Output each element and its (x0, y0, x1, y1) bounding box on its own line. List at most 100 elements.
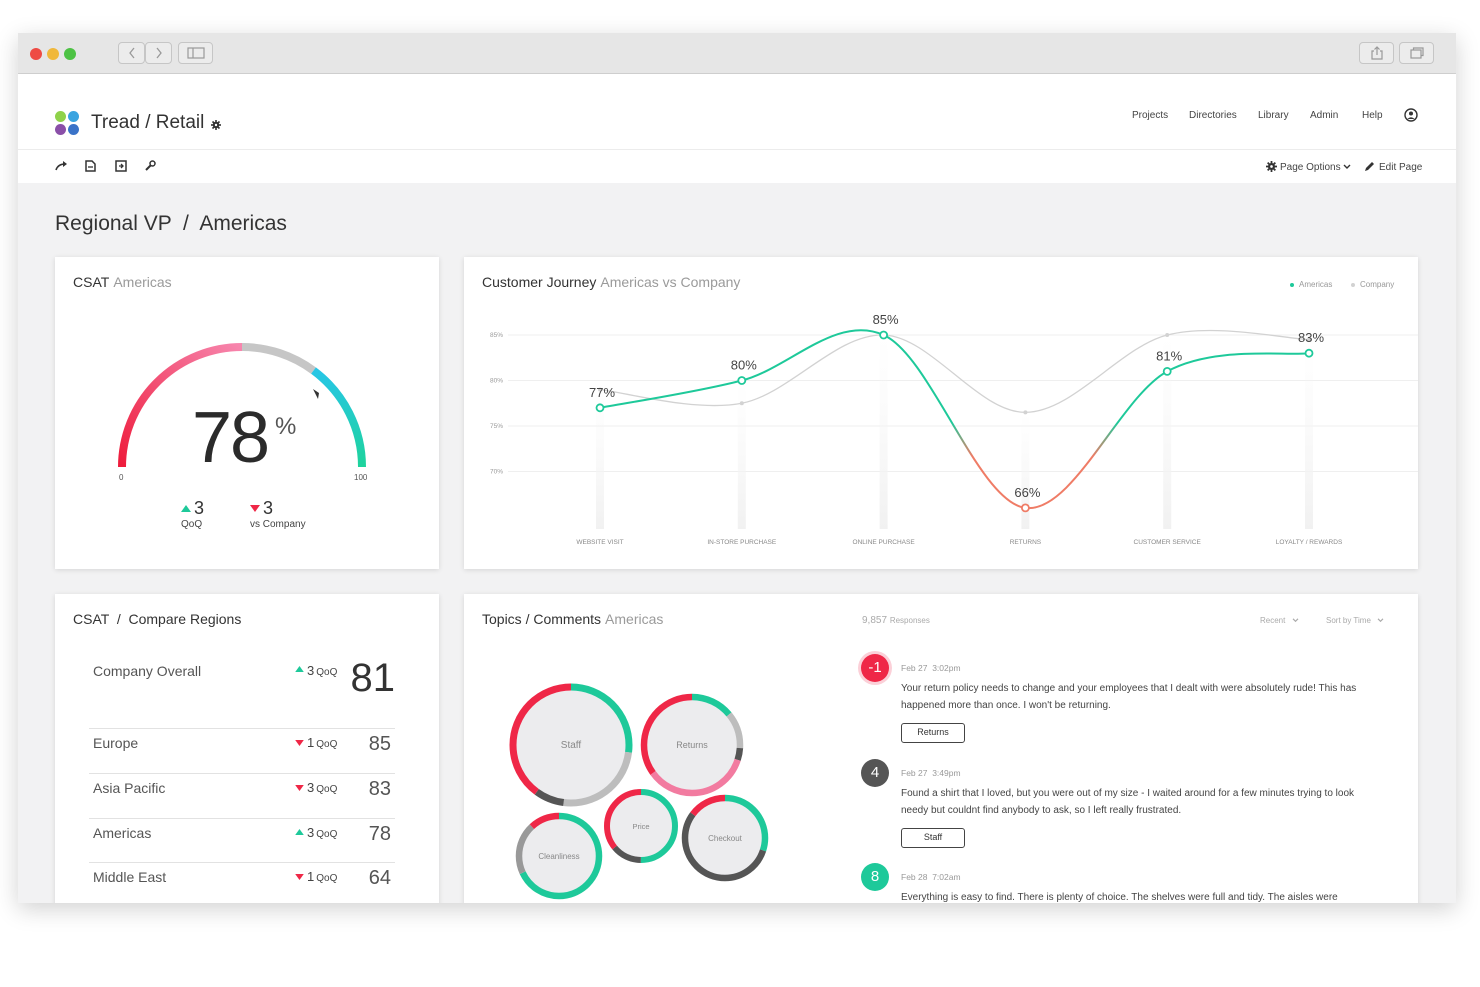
gauge-min-label: 0 (119, 473, 124, 482)
comment-score-badge: 4 (861, 759, 889, 787)
topic-bubble-cleanliness[interactable] (519, 816, 599, 896)
user-avatar-icon[interactable] (1404, 108, 1418, 122)
forward-button[interactable] (145, 42, 172, 64)
region-name-middle-east: Middle East (93, 869, 167, 885)
chevron-left-icon (128, 47, 135, 59)
legend-company: Company (1351, 280, 1394, 289)
region-delta-middle-east: 1 QoQ (307, 869, 338, 884)
region-delta-americas: 3 QoQ (307, 825, 338, 840)
americas-data-label: 85% (873, 312, 899, 327)
overall-value: 81 (350, 656, 396, 700)
comment-tag-staff-button[interactable]: Staff (901, 828, 965, 848)
region-value-asia-pacific: 83 (368, 778, 391, 800)
x-tick-label: CUSTOMER SERVICE (1134, 539, 1202, 546)
compare-regions-card: CSAT / Compare Regions Company Overall 3… (55, 594, 439, 903)
x-tick-label: IN-STORE PURCHASE (707, 539, 777, 546)
tools-icon[interactable] (144, 160, 156, 172)
company-point (1165, 333, 1170, 337)
topic-bubble-label: Checkout (708, 834, 743, 843)
company-point (1307, 337, 1311, 342)
category-column (737, 380, 746, 529)
topic-ring-segment (604, 789, 678, 863)
americas-data-label: 81% (1156, 348, 1182, 363)
back-button[interactable] (118, 42, 145, 64)
overall-delta: 3 QoQ (307, 663, 338, 678)
comment-text: Found a shirt that I loved, but you were… (901, 788, 1355, 816)
americas-point (595, 403, 605, 413)
csat-unit: % (275, 413, 297, 440)
americas-point (1162, 367, 1172, 376)
comment-date: Feb 28 7:02am (901, 872, 961, 882)
region-delta-asia-pacific: 3 QoQ (307, 780, 338, 795)
nav-directories[interactable]: Directories (1189, 110, 1237, 121)
y-tick-label: 75% (490, 423, 503, 430)
sort-by-time-filter[interactable]: Sort by Time (1326, 616, 1384, 625)
tabs-icon (1409, 47, 1424, 59)
comment-score-badge: 8 (861, 863, 889, 891)
topic-bubble-checkout[interactable] (685, 798, 765, 878)
brand-title[interactable]: Tread / Retail (91, 112, 205, 133)
app-header: Tread / Retail Projects Directories Libr… (18, 74, 1456, 149)
comment-text: Everything is easy to find. There is ple… (901, 892, 1338, 903)
recent-filter[interactable]: Recent (1260, 616, 1299, 625)
nav-projects[interactable]: Projects (1132, 110, 1169, 121)
title-bar (18, 33, 1456, 74)
page-options-button[interactable]: Page Options (1280, 162, 1341, 173)
company-series-line (599, 329, 1310, 414)
close-window-button[interactable] (30, 48, 42, 60)
tabs-button[interactable] (1399, 42, 1434, 64)
edit-page-button[interactable]: Edit Page (1379, 162, 1423, 173)
minimize-window-button[interactable] (47, 48, 59, 60)
topic-bubble-label: Staff (561, 740, 582, 751)
topic-bubble-label: Returns (676, 740, 708, 750)
csat-value: 78 (192, 398, 270, 478)
topic-ring-segment (515, 812, 603, 900)
export-icon[interactable] (115, 160, 127, 172)
category-column (1163, 335, 1172, 529)
chevron-down-icon[interactable] (1343, 164, 1351, 170)
qoq-value: 3 (194, 498, 205, 518)
category-column (596, 389, 604, 529)
y-tick-label: 80% (490, 378, 503, 385)
comment-tag-returns-button[interactable]: Returns (901, 723, 965, 743)
topics-card-title: Topics / Comments Americas (482, 611, 664, 627)
sidebar-icon (186, 47, 205, 59)
page-options-gear-icon[interactable] (1266, 161, 1277, 172)
x-tick-label: LOYALTY / REWARDS (1276, 539, 1343, 546)
customer-journey-chart: 85% 80% 75% 70% WEBSITE VISIT IN-STORE PURCHA… (490, 312, 1418, 546)
pencil-icon[interactable] (1364, 161, 1375, 172)
topic-bubble-returns[interactable] (644, 697, 740, 793)
down-arrow-icon (250, 505, 260, 512)
company-point (739, 401, 744, 406)
topic-ring-segment (640, 693, 744, 797)
comment-score-badge: -1 (861, 654, 889, 682)
share-arrow-icon[interactable] (55, 160, 69, 172)
document-icon[interactable] (85, 160, 96, 172)
topic-bubble-label: Price (632, 822, 649, 831)
up-arrow-icon (295, 666, 304, 672)
topic-bubble-staff[interactable] (513, 687, 629, 803)
chevron-down-icon (1292, 618, 1299, 623)
tread-logo (55, 111, 79, 135)
y-tick-label: 70% (490, 469, 503, 476)
topic-ring-segment (515, 812, 603, 900)
down-arrow-icon (295, 874, 304, 880)
maximize-window-button[interactable] (64, 48, 76, 60)
x-tick-label: WEBSITE VISIT (576, 539, 623, 546)
gear-icon[interactable] (211, 120, 221, 130)
nav-library[interactable]: Library (1258, 110, 1289, 121)
americas-data-label: 83% (1298, 330, 1324, 345)
sidebar-toggle-button[interactable] (178, 42, 213, 64)
category-column (879, 335, 888, 529)
nav-help[interactable]: Help (1362, 110, 1383, 121)
americas-point (1021, 503, 1030, 513)
topic-bubble-price[interactable] (607, 792, 675, 860)
americas-series-line (599, 329, 1310, 509)
page-toolbar: Page Options Edit Page (18, 149, 1456, 183)
share-button[interactable] (1359, 42, 1394, 64)
region-name-europe: Europe (93, 735, 139, 751)
compare-card-title: CSAT / Compare Regions (73, 611, 242, 627)
nav-admin[interactable]: Admin (1310, 110, 1339, 121)
chevron-right-icon (155, 47, 162, 59)
category-column (1021, 412, 1030, 529)
